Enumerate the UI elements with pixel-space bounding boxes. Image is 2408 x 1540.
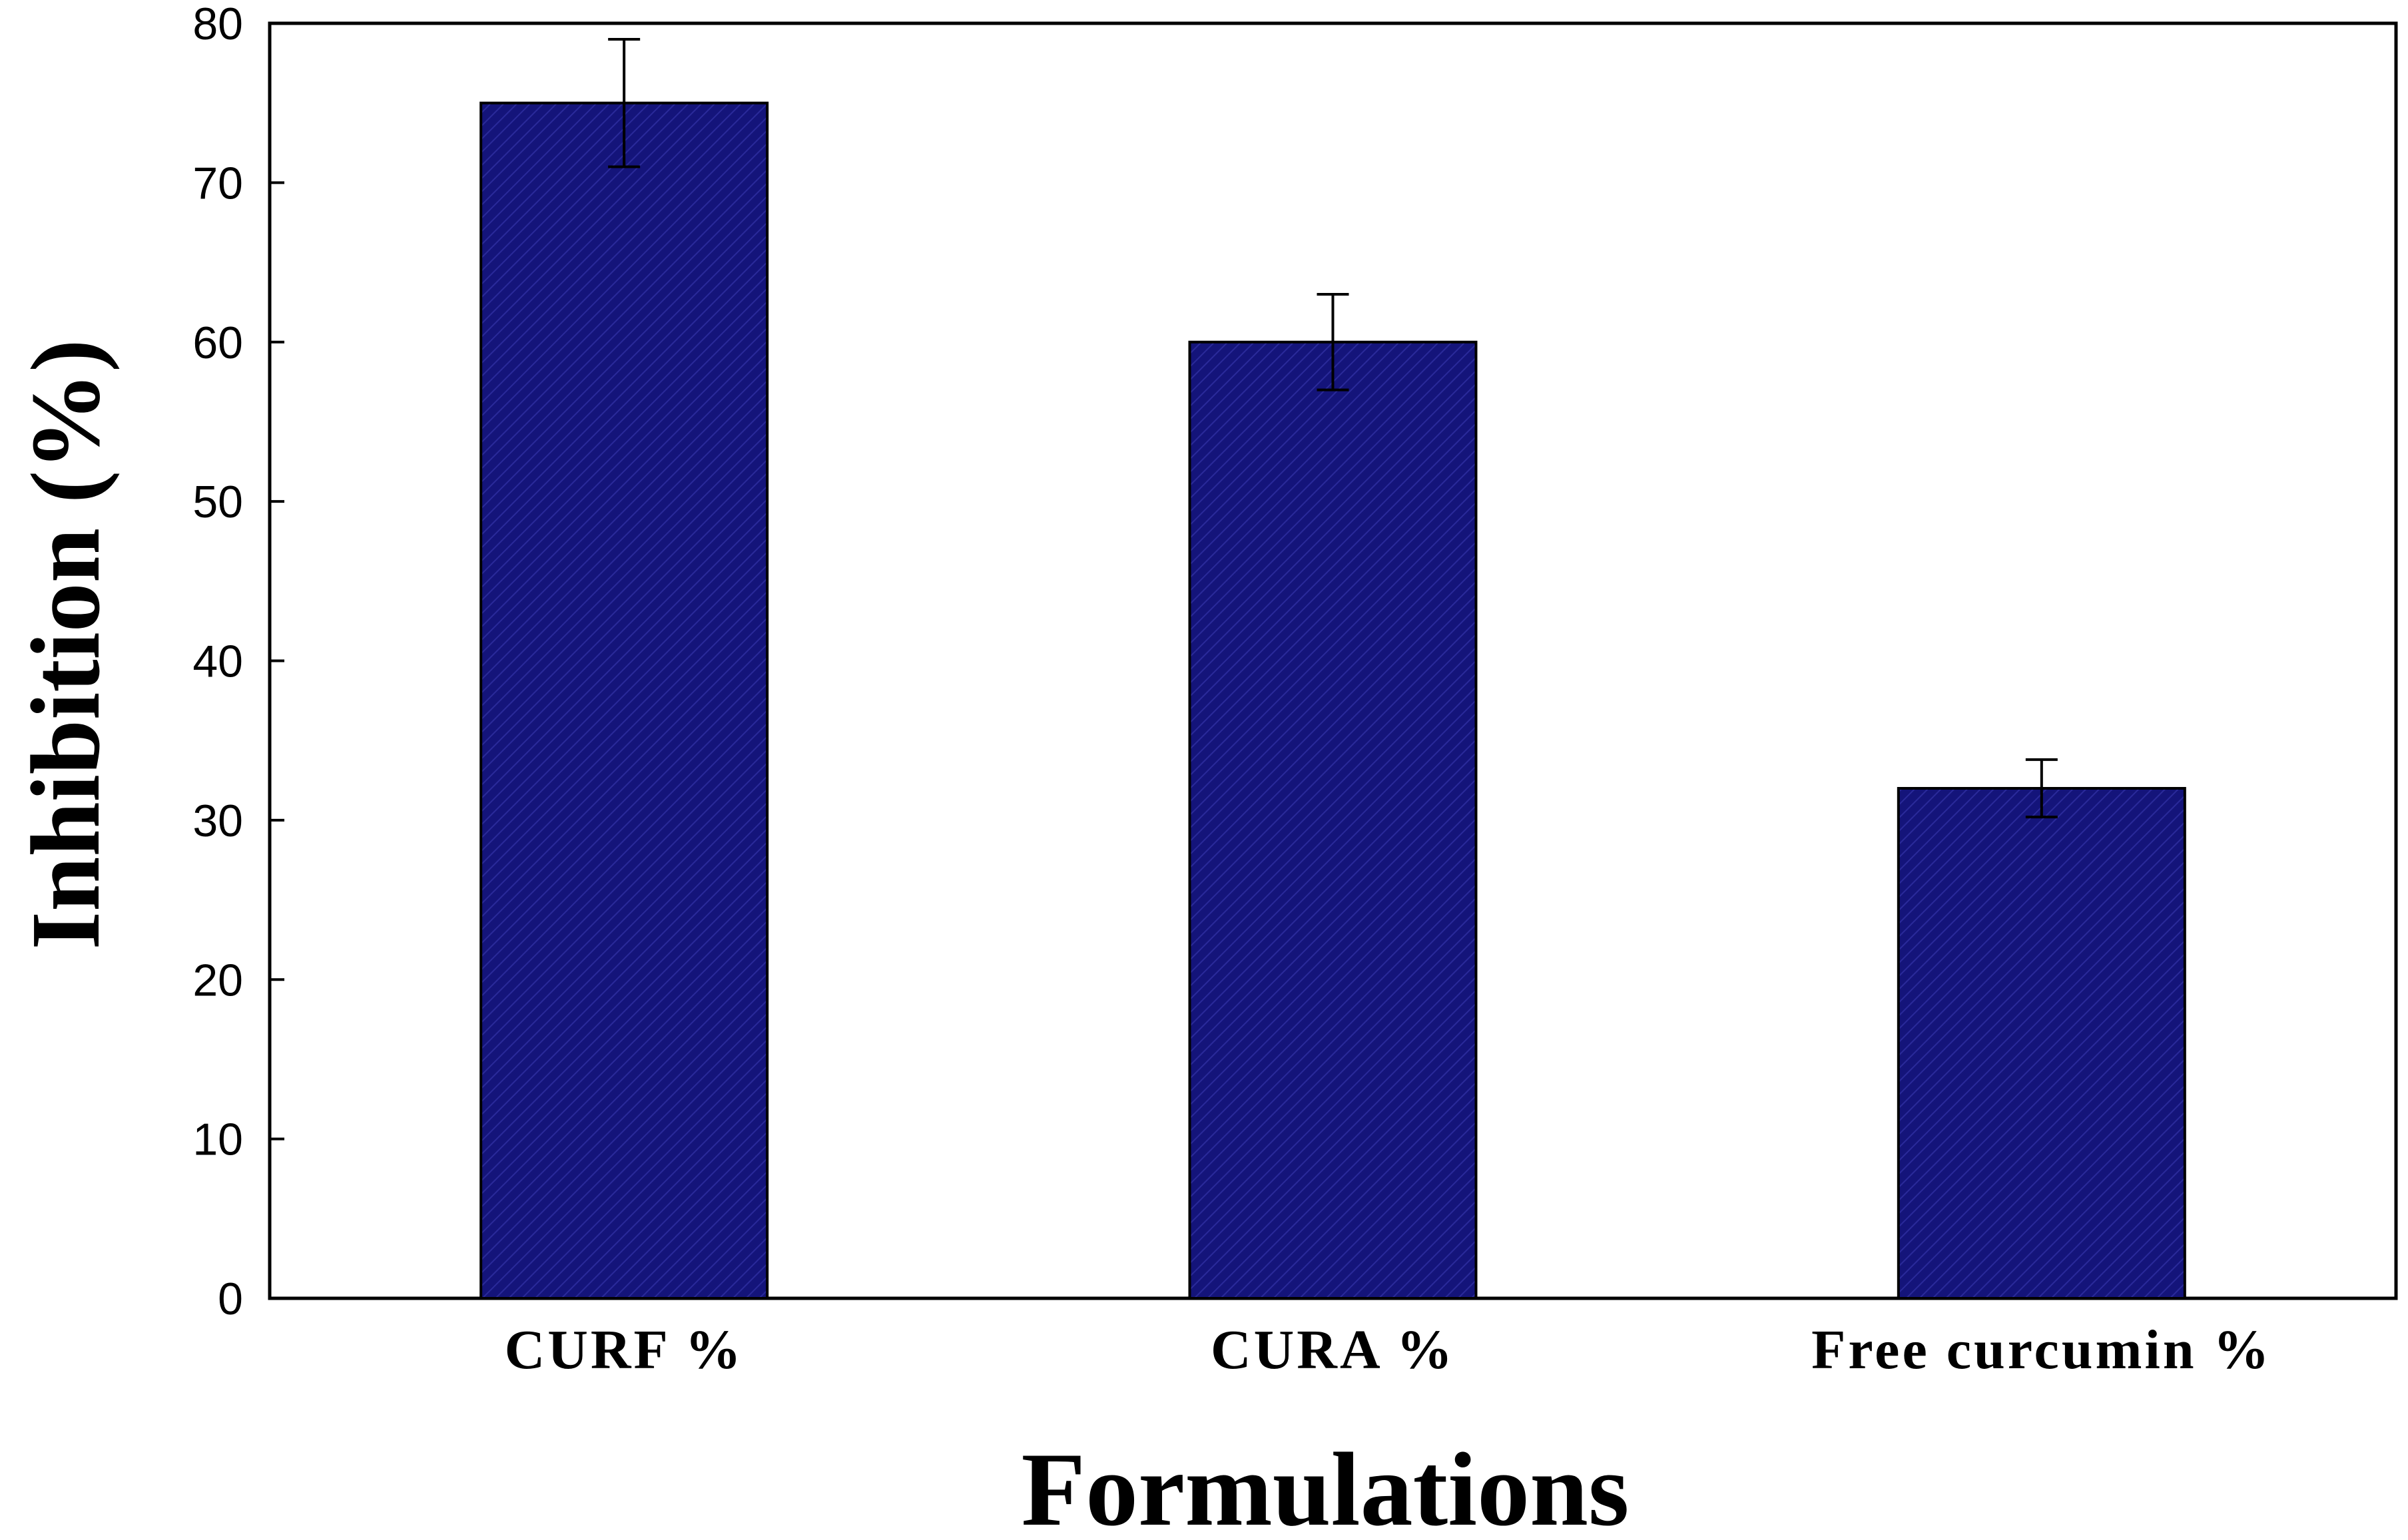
x-category-label: CURA % (1211, 1319, 1455, 1381)
y-tick-label: 30 (192, 796, 243, 846)
y-tick-label: 10 (192, 1115, 243, 1165)
y-tick-label: 50 (192, 477, 243, 527)
x-category-label: CURF % (505, 1319, 744, 1381)
y-tick-label: 40 (192, 637, 243, 687)
y-axis: 0 10 20 30 40 50 60 70 80 (192, 0, 284, 1324)
bar (1188, 340, 1478, 1300)
bar (479, 101, 769, 1300)
y-tick-label: 60 (192, 318, 243, 368)
y-tick-label: 70 (192, 158, 243, 208)
error-bars-group (608, 37, 2058, 819)
x-axis: CURF % CURA % Free curcumin % (505, 1319, 2271, 1381)
y-tick-label: 80 (192, 0, 243, 49)
y-tick-label: 0 (218, 1274, 243, 1324)
x-category-label: Free curcumin % (1811, 1319, 2271, 1381)
y-tick-label: 20 (192, 955, 243, 1005)
x-axis-title: Formulations (1022, 1431, 1630, 1540)
bars-group (479, 101, 2186, 1300)
bar (1897, 787, 2186, 1300)
y-axis-title: Inhibition (%) (11, 339, 121, 949)
